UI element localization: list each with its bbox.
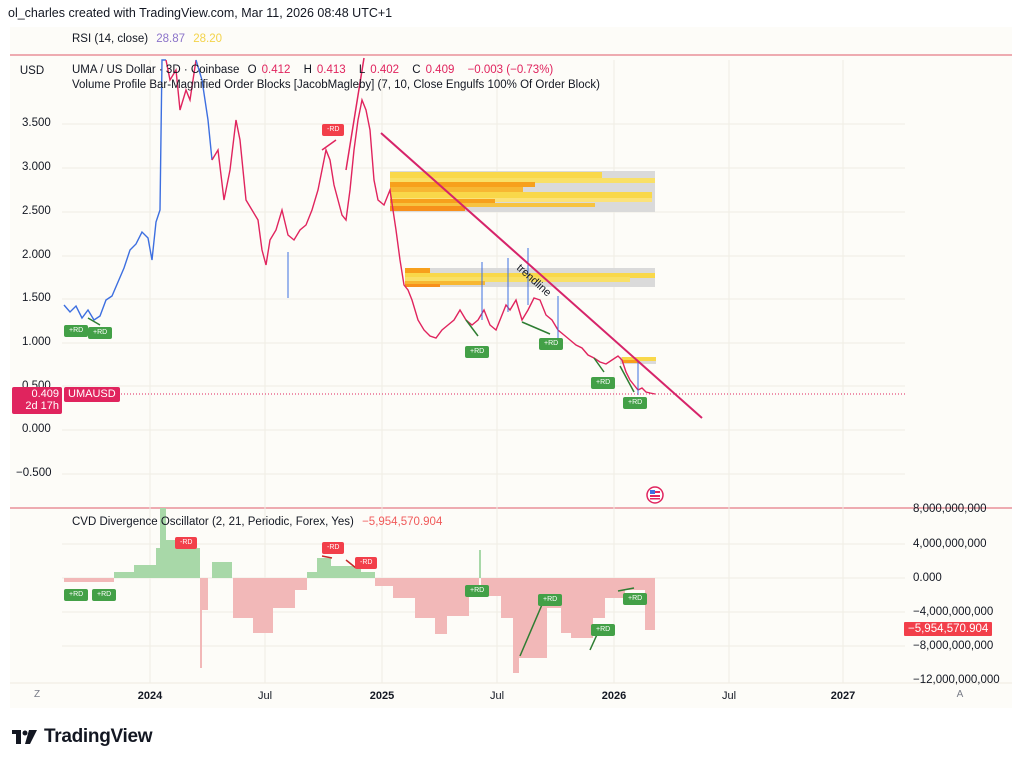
time-tick: Jul bbox=[721, 690, 737, 702]
bullish-divergence-label: +RD bbox=[88, 327, 113, 339]
bullish-divergence-label: +RD bbox=[539, 338, 564, 350]
osc-tick: −8,000,000,000 bbox=[913, 640, 994, 652]
price-tick: 3.500 bbox=[22, 117, 51, 129]
oscillator-value-tag: −5,954,570.904 bbox=[904, 622, 993, 636]
time-tick: Jul bbox=[489, 690, 505, 702]
zoom-reset-button[interactable]: Z bbox=[33, 689, 41, 700]
bullish-divergence-label: +RD bbox=[591, 377, 616, 389]
price-tick: 1.000 bbox=[22, 336, 51, 348]
low-value: 0.402 bbox=[370, 64, 400, 76]
price-tick: 2.000 bbox=[22, 249, 51, 261]
symbol-title: UMA / US Dollar · 3D · Coinbase bbox=[72, 64, 240, 76]
bearish-divergence-label: -RD bbox=[175, 537, 198, 549]
rsi-legend[interactable]: RSI (14, close) 28.87 28.20 bbox=[72, 33, 227, 45]
rsi-value: 28.87 bbox=[156, 33, 186, 45]
bar-countdown: 2d 17h bbox=[25, 400, 59, 412]
close-label: C bbox=[412, 64, 421, 76]
time-tick: 2024 bbox=[137, 690, 163, 702]
indicator-legend[interactable]: Volume Profile Bar-Magnified Order Block… bbox=[72, 79, 600, 91]
us-flag-event-icon[interactable] bbox=[646, 486, 664, 504]
last-price: 0.409 bbox=[31, 388, 59, 400]
bullish-divergence-label: +RD bbox=[465, 346, 490, 358]
rsi-label: RSI (14, close) bbox=[72, 33, 149, 45]
bullish-divergence-label: +RD bbox=[64, 589, 89, 601]
osc-tick: 4,000,000,000 bbox=[913, 538, 987, 550]
bullish-divergence-label: +RD bbox=[623, 397, 648, 409]
trendline[interactable] bbox=[380, 132, 703, 419]
bullish-divergence-label: +RD bbox=[623, 593, 648, 605]
symbol-legend[interactable]: UMA / US Dollar · 3D · Coinbase O 0.412 H… bbox=[72, 64, 558, 76]
divergence-lines-main bbox=[87, 317, 635, 393]
order-block-upper[interactable] bbox=[390, 171, 655, 212]
high-label: H bbox=[303, 64, 312, 76]
bearish-divergence-label: -RD bbox=[322, 542, 345, 554]
order-block-middle[interactable] bbox=[405, 268, 655, 287]
low-label: L bbox=[358, 64, 366, 76]
bearish-divergence-label: -RD bbox=[322, 124, 345, 136]
oscillator-legend[interactable]: CVD Divergence Oscillator (2, 21, Period… bbox=[72, 516, 447, 528]
time-tick: 2026 bbox=[601, 690, 627, 702]
last-price-tag: 0.409 2d 17h bbox=[12, 387, 62, 414]
price-tick: 0.000 bbox=[22, 423, 51, 435]
rsi-ma-value: 28.20 bbox=[193, 33, 223, 45]
time-tick: 2025 bbox=[369, 690, 395, 702]
osc-tick: −4,000,000,000 bbox=[913, 606, 994, 618]
high-value: 0.413 bbox=[316, 64, 346, 76]
osc-tick: −12,000,000,000 bbox=[913, 674, 1000, 686]
bullish-divergence-label: +RD bbox=[92, 589, 117, 601]
price-change: −0.003 (−0.73%) bbox=[467, 64, 554, 76]
bullish-divergence-label: +RD bbox=[538, 594, 563, 606]
tradingview-logo[interactable]: TradingView bbox=[12, 726, 153, 748]
oscillator-histogram[interactable] bbox=[64, 508, 655, 673]
currency-button[interactable]: USD bbox=[13, 62, 51, 80]
oscillator-value: −5,954,570.904 bbox=[362, 516, 443, 528]
time-tick: Jul bbox=[257, 690, 273, 702]
brand-name: TradingView bbox=[44, 726, 153, 747]
tradingview-logo-icon bbox=[12, 730, 37, 744]
time-tick: 2027 bbox=[830, 690, 856, 702]
osc-tick: 8,000,000,000 bbox=[913, 503, 987, 515]
price-tick: −0.500 bbox=[16, 467, 52, 479]
price-tick: 1.500 bbox=[22, 292, 51, 304]
price-tick: 3.000 bbox=[22, 161, 51, 173]
chart-credit: ol_charles created with TradingView.com,… bbox=[8, 6, 393, 20]
auto-scale-button[interactable]: A bbox=[956, 689, 964, 700]
price-wicks bbox=[287, 248, 639, 395]
bullish-divergence-label: +RD bbox=[64, 325, 89, 337]
bearish-divergence-lines-main bbox=[321, 57, 365, 171]
bearish-divergence-lines-osc bbox=[321, 555, 357, 569]
open-value: 0.412 bbox=[261, 64, 291, 76]
bullish-divergence-label: +RD bbox=[465, 585, 490, 597]
bearish-divergence-label: -RD bbox=[355, 557, 378, 569]
open-label: O bbox=[247, 64, 257, 76]
osc-tick: 0.000 bbox=[913, 572, 942, 584]
oscillator-label: CVD Divergence Oscillator (2, 21, Period… bbox=[72, 516, 354, 528]
close-value: 0.409 bbox=[425, 64, 455, 76]
symbol-tag: UMAUSD bbox=[64, 387, 120, 402]
price-tick: 2.500 bbox=[22, 205, 51, 217]
price-series[interactable] bbox=[63, 59, 656, 395]
bullish-divergence-label: +RD bbox=[591, 624, 616, 636]
